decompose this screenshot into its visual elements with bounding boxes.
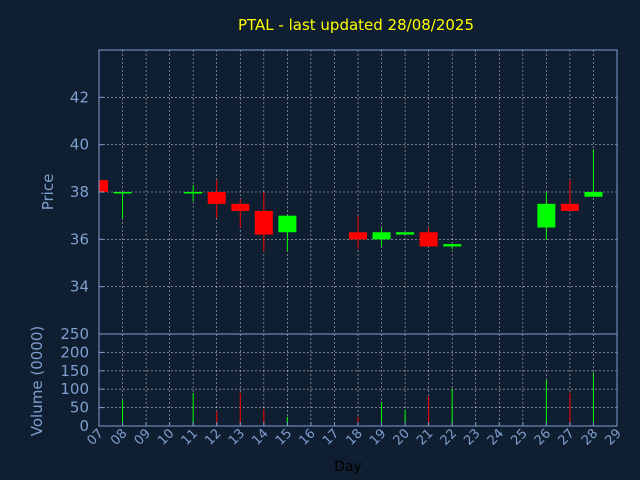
price-tick-label: 38	[70, 183, 89, 201]
price-grid	[99, 50, 617, 334]
price-tick-label: 36	[70, 230, 89, 248]
candle-body	[99, 180, 108, 192]
x-tick-label: 16	[296, 426, 318, 448]
candle-body	[113, 192, 132, 194]
x-tick-label: 10	[155, 426, 177, 448]
candle-body	[231, 203, 250, 211]
x-tick-label: 20	[391, 426, 413, 448]
x-tick-label: 22	[438, 426, 460, 448]
x-tick-label: 24	[485, 426, 507, 448]
volume-bars	[122, 372, 594, 426]
price-candles	[98, 149, 603, 252]
x-axis-label: Day	[334, 459, 362, 475]
candle-body	[584, 192, 603, 197]
volume-axis-label: Volume (0000)	[28, 326, 46, 436]
volume-tick-label: 200	[60, 343, 89, 361]
x-tick-label: 25	[508, 426, 530, 448]
price-tick-label: 34	[70, 278, 89, 296]
volume-grid	[99, 334, 617, 426]
candle-body	[419, 232, 438, 247]
x-tick-label: 08	[108, 426, 130, 448]
x-tick-label: 28	[579, 426, 601, 448]
candle-body	[537, 203, 556, 228]
x-tick-label: 21	[414, 426, 436, 448]
price-axis-label: Price	[39, 174, 57, 211]
volume-tick-label: 0	[79, 417, 89, 435]
price-tick-label: 40	[70, 136, 89, 154]
x-tick-label: 27	[555, 426, 577, 448]
x-tick-label: 13	[226, 426, 248, 448]
candle-body	[207, 192, 226, 204]
x-tick-label: 17	[320, 426, 342, 448]
price-y-ticks: 34 36 38 40 42	[70, 88, 104, 296]
x-tick-label: 15	[273, 426, 295, 448]
x-tick-label: 09	[132, 426, 154, 448]
candle-body	[443, 244, 462, 247]
x-tick-label: 18	[344, 426, 366, 448]
x-tick-label: 23	[461, 426, 483, 448]
volume-tick-label: 50	[70, 399, 89, 417]
x-tick-label: 14	[249, 426, 271, 448]
x-tick-label: 19	[367, 426, 389, 448]
candle-body	[396, 232, 415, 235]
candle-body	[372, 232, 391, 240]
chart-title: PTAL - last updated 28/08/2025	[238, 16, 474, 34]
x-tick-label: 29	[603, 426, 625, 448]
candle-body	[184, 192, 203, 194]
candle-body	[278, 215, 297, 233]
x-tick-label: 11	[179, 426, 201, 448]
volume-tick-label: 100	[60, 380, 89, 398]
volume-tick-label: 250	[60, 325, 89, 343]
price-tick-label: 42	[70, 88, 89, 106]
candle-body	[560, 203, 579, 211]
volume-tick-label: 150	[60, 362, 89, 380]
x-tick-label: 12	[202, 426, 224, 448]
candle-body	[349, 232, 367, 240]
candle-body	[254, 210, 273, 235]
x-tick-label: 26	[532, 426, 554, 448]
